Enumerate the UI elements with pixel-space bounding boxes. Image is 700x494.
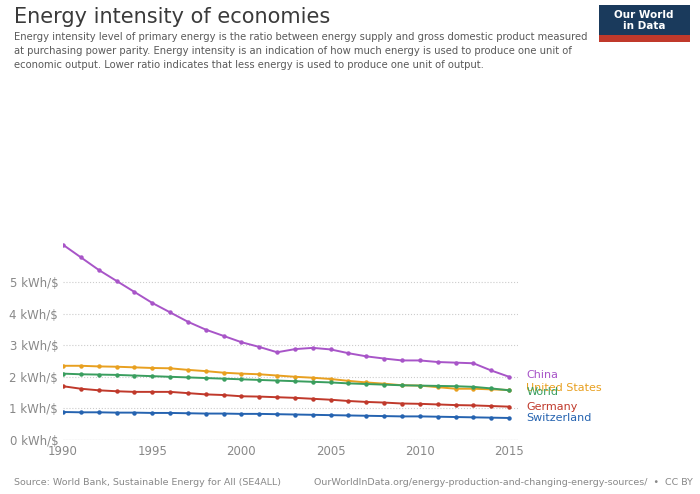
Text: Source: World Bank, Sustainable Energy for All (SE4ALL): Source: World Bank, Sustainable Energy f…: [14, 478, 281, 487]
Text: China: China: [526, 370, 559, 380]
Text: Germany: Germany: [526, 402, 578, 412]
Text: Energy intensity of economies: Energy intensity of economies: [14, 7, 330, 27]
Text: OurWorldInData.org/energy-production-and-changing-energy-sources/  •  CC BY: OurWorldInData.org/energy-production-and…: [314, 478, 693, 487]
Text: Energy intensity level of primary energy is the ratio between energy supply and : Energy intensity level of primary energy…: [14, 32, 587, 70]
Text: Switzerland: Switzerland: [526, 413, 592, 423]
Text: United States: United States: [526, 383, 602, 393]
Text: Our World: Our World: [615, 10, 673, 20]
Text: World: World: [526, 387, 559, 397]
Text: in Data: in Data: [623, 21, 665, 32]
